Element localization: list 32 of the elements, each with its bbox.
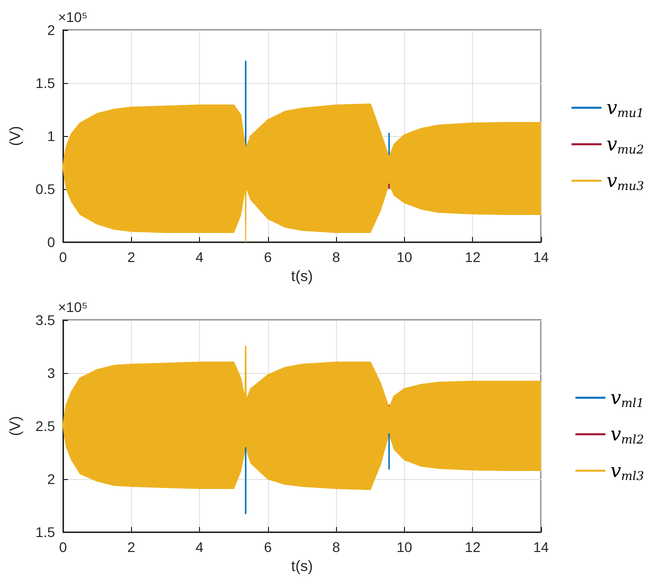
y-tick-label: 2 [47, 22, 56, 38]
y-axis-title: (V) [7, 126, 24, 146]
x-tick-label: 12 [464, 539, 481, 555]
text: ×10⁵ [58, 299, 88, 315]
y-tick-label: 0.5 [36, 181, 56, 197]
y-axis-title: (V) [7, 416, 24, 436]
x-tick-label: 2 [127, 539, 136, 555]
y-tick-label: 1 [47, 128, 56, 144]
text: ×10⁵ [58, 9, 88, 25]
x-tick-label: 14 [533, 539, 549, 555]
y-tick-label: 3 [47, 365, 56, 381]
y-tick-label: 3.5 [36, 312, 56, 328]
y-tick-label: 2 [47, 471, 56, 487]
x-tick-label: 4 [196, 539, 204, 555]
y-tick-label: 2.5 [36, 418, 56, 434]
x-tick-label: 8 [332, 539, 340, 555]
y-tick-label: 1.5 [36, 524, 56, 540]
y-tick-label: 0 [47, 234, 56, 250]
x-axis-title: t(s) [291, 558, 313, 575]
x-tick-label: 0 [59, 539, 68, 555]
x-tick-label: 2 [127, 249, 136, 265]
x-tick-label: 0 [59, 249, 68, 265]
x-tick-label: 10 [396, 539, 412, 555]
x-tick-label: 8 [332, 249, 340, 265]
x-tick-label: 14 [533, 249, 549, 265]
y-tick-label: 1.5 [36, 75, 56, 91]
x-tick-label: 10 [396, 249, 412, 265]
x-tick-label: 6 [264, 249, 272, 265]
x-tick-label: 12 [464, 249, 481, 265]
x-axis-title: t(s) [291, 268, 313, 285]
x-tick-label: 6 [264, 539, 272, 555]
x-tick-label: 4 [196, 249, 204, 265]
